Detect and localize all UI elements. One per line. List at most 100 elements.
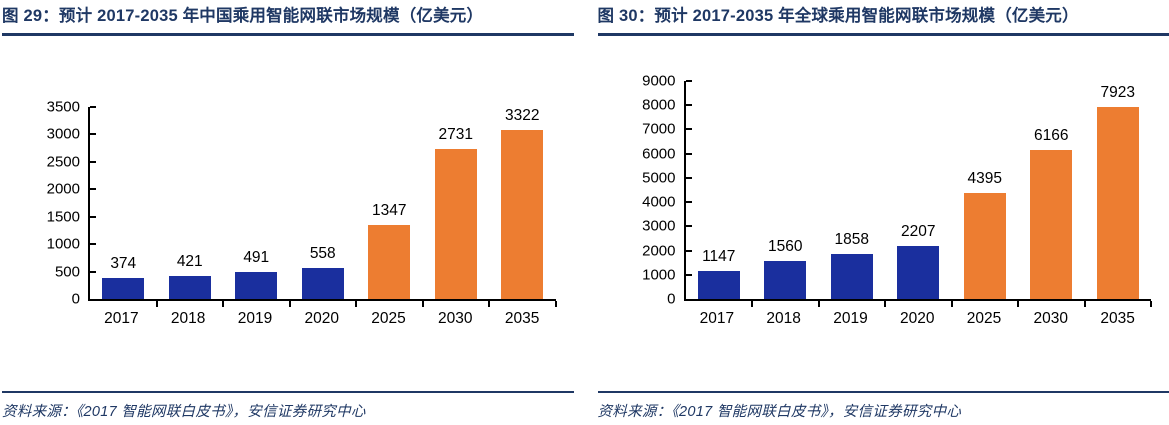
x-tick-label: 2035	[1100, 310, 1135, 327]
bar	[764, 261, 807, 299]
y-tick-label: 3000	[46, 125, 80, 143]
source-text: 资料来源：《2017 智能网联白皮书》，安信证券研究中心	[597, 404, 962, 420]
bar-slot: 491	[223, 107, 290, 299]
y-tick-mark	[685, 80, 692, 82]
x-tick-mark	[817, 301, 820, 307]
bar-slot: 4395	[952, 81, 1019, 299]
x-tick-label: 2030	[1033, 310, 1069, 327]
plot-outer: 1147 1560 1858 2207 4395 6166 7923 0 1000 2000 30…	[642, 73, 1152, 328]
y-tick-mark	[90, 160, 96, 163]
plot: 1147 1560 1858 2207 4395 6166 7923 0 1000 2000 30…	[642, 73, 1152, 308]
source-text: 资料来源：《2017 智能网联白皮书》，安信证券研究中心	[2, 404, 366, 420]
bar	[697, 271, 740, 299]
x-tick-mark	[421, 301, 424, 307]
chart-panel-global: 图 30：预计 2017-2035 年全球乘用智能网联市场规模（亿美元） 114…	[597, 4, 1169, 421]
bar	[501, 130, 544, 299]
bar	[1096, 107, 1139, 299]
footer-rule	[2, 391, 574, 393]
bar-value-label: 1858	[834, 231, 869, 248]
bar-value-label: 6166	[1034, 126, 1069, 144]
y-tick-label: 500	[54, 263, 80, 281]
y-tick-label: 8000	[642, 96, 676, 114]
bar-slot: 558	[290, 107, 357, 299]
x-tick-mark	[355, 301, 357, 307]
bar-value-label: 7923	[1100, 84, 1135, 102]
y-tick-mark	[685, 201, 692, 204]
x-tick-mark	[950, 301, 953, 307]
y-tick-label: 0	[71, 290, 80, 308]
x-tick-label: 2017	[104, 310, 139, 327]
bar	[102, 278, 145, 299]
title-rule	[2, 33, 574, 36]
y-tick-mark	[90, 106, 96, 108]
bar-value-label: 421	[176, 252, 203, 270]
chart-area: 1147 1560 1858 2207 4395 6166 7923 0 1000 2000 30…	[598, 36, 1169, 328]
y-tick-label: 3500	[46, 98, 80, 116]
bars-container: 1147 1560 1858 2207 4395 6166 7923	[686, 81, 1152, 299]
x-tick-label: 2025	[371, 310, 406, 327]
chart-area: 374 421 491 558 1347 2731 3322 0 500 1000 1500 200…	[2, 36, 574, 328]
x-tick-mark	[884, 301, 886, 307]
bar-slot: 7923	[1085, 81, 1152, 299]
plot-outer: 374 421 491 558 1347 2731 3322 0 500 1000 1500 200…	[47, 99, 557, 328]
y-tick-mark	[90, 270, 96, 273]
bar	[434, 149, 477, 299]
y-tick-mark	[685, 273, 692, 276]
bar-value-label: 1347	[372, 202, 407, 220]
x-axis-labels: 2017 2018 2019 2020 2025 2030 2035	[684, 310, 1152, 328]
x-tick-mark	[222, 301, 224, 307]
y-tick-label: 6000	[642, 145, 676, 163]
y-tick-mark	[685, 249, 692, 252]
bar-slot: 1560	[752, 81, 819, 299]
bar-value-label: 1560	[768, 238, 803, 256]
y-tick-label: 4000	[642, 193, 676, 211]
x-tick-label: 2018	[170, 310, 206, 327]
y-tick-label: 2000	[642, 242, 676, 260]
bar	[368, 225, 411, 299]
x-tick-mark	[288, 301, 291, 307]
bar	[168, 275, 211, 299]
chart-panel-china: 图 29：预计 2017-2035 年中国乘用智能网联市场规模（亿美元） 374…	[2, 4, 574, 421]
plot: 374 421 491 558 1347 2731 3322 0 500 1000 1500 200…	[47, 99, 557, 308]
y-tick-mark	[685, 152, 692, 155]
bar-slot: 1147	[686, 81, 753, 299]
x-tick-label: 2030	[438, 310, 473, 327]
title-rule	[597, 33, 1169, 36]
x-tick-label: 2019	[833, 310, 868, 327]
x-tick-mark	[751, 301, 753, 307]
chart-title: 图 29：预计 2017-2035 年中国乘用智能网联市场规模（亿美元）	[2, 7, 484, 25]
y-tick-mark	[685, 128, 692, 131]
x-tick-mark	[1150, 301, 1152, 307]
x-tick-mark	[1083, 301, 1086, 307]
bar-value-label: 491	[243, 249, 270, 267]
bar-value-label: 2207	[901, 222, 936, 240]
y-tick-label: 0	[667, 290, 676, 308]
bar	[963, 192, 1006, 299]
x-tick-label: 2020	[899, 310, 935, 327]
bar-slot: 421	[157, 107, 224, 299]
bar-slot: 6166	[1018, 81, 1085, 299]
bar-slot: 1347	[356, 107, 423, 299]
bar-value-label: 374	[110, 255, 137, 273]
y-tick-label: 5000	[642, 169, 676, 187]
y-tick-mark	[90, 188, 96, 191]
bar-slot: 374	[90, 107, 157, 299]
bar	[235, 272, 278, 299]
footer-rule	[597, 391, 1169, 393]
x-tick-mark	[488, 301, 490, 307]
bars-container: 374 421 491 558 1347 2731 3322	[90, 107, 556, 299]
x-tick-label: 2018	[766, 310, 801, 327]
y-tick-mark	[90, 243, 96, 246]
bar	[301, 268, 344, 299]
bar-slot: 2731	[423, 107, 490, 299]
x-tick-mark	[155, 301, 158, 307]
y-tick-mark	[685, 176, 692, 179]
bar-value-label: 4395	[967, 169, 1002, 187]
bar-value-label: 2731	[438, 126, 473, 144]
y-tick-label: 2000	[46, 180, 80, 198]
bar-value-label: 558	[309, 245, 336, 263]
chart-title: 图 30：预计 2017-2035 年全球乘用智能网联市场规模（亿美元）	[597, 7, 1079, 25]
bar	[897, 245, 940, 299]
y-tick-mark	[90, 215, 96, 218]
